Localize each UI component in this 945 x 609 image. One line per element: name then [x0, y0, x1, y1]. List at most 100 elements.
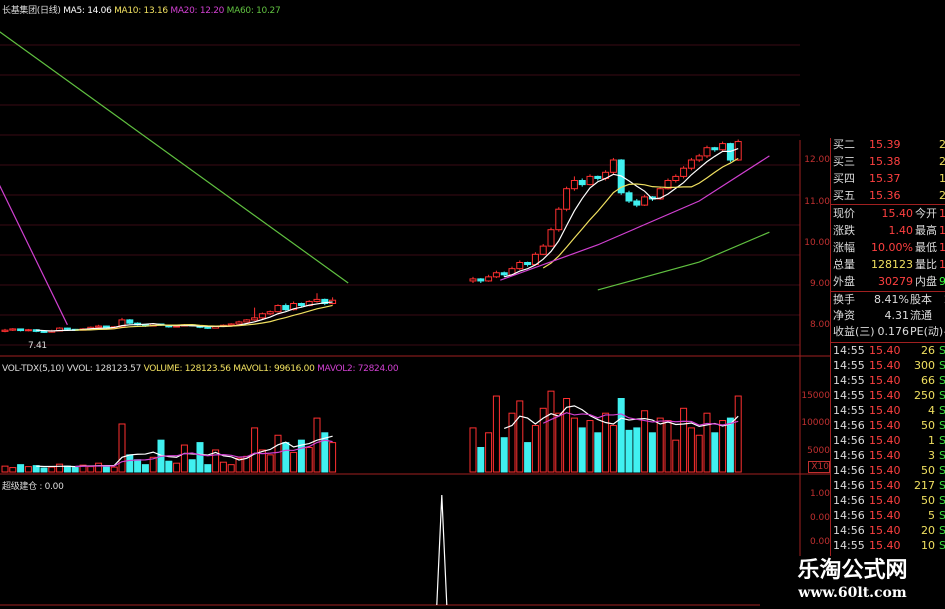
tick-row: 14:55 15.40 66 S	[833, 374, 945, 388]
tick-side: S	[939, 509, 945, 522]
quote-value: 128123	[871, 258, 913, 271]
volume-bar	[188, 459, 196, 473]
candle	[40, 330, 48, 333]
candle	[672, 175, 680, 181]
volume-bar	[110, 466, 118, 473]
tick-row: 14:56 15.40 3 S	[833, 449, 945, 463]
indicator-signal-line	[436, 494, 448, 606]
candle	[1, 329, 9, 332]
quote-row: 涨幅 10.00%最低14.3	[833, 241, 945, 255]
volume-bar	[180, 444, 188, 473]
candle	[570, 180, 578, 190]
quote-label: 外盘	[833, 275, 855, 288]
volume-bar	[563, 398, 571, 473]
finance-value: 8.41%	[874, 293, 909, 306]
min-price-label: 7.41	[28, 341, 47, 351]
tick-price: 15.40	[869, 389, 901, 402]
divider	[831, 342, 945, 343]
volume-label: VOLUME: 128123.56	[143, 364, 231, 374]
candle	[126, 319, 134, 324]
tick-side: S	[939, 344, 945, 357]
volume-bar	[274, 434, 282, 473]
order-level: 买五	[833, 189, 855, 202]
candle	[609, 159, 617, 173]
mavol2-line	[542, 412, 739, 426]
ma10-label: MA10: 13.16	[114, 6, 168, 16]
tick-row: 14:55 15.40 26 S	[833, 344, 945, 358]
candle	[633, 200, 641, 206]
volume-bar	[578, 427, 586, 473]
ma20-line	[500, 155, 770, 281]
tick-time: 14:56	[833, 449, 865, 462]
order-price: 15.36	[869, 189, 901, 202]
tick-time: 14:55	[833, 404, 865, 417]
tick-volume: 50	[921, 494, 935, 507]
indicator-axis-label: 0.00	[809, 513, 830, 523]
tick-time: 14:55	[833, 389, 865, 402]
candle	[719, 143, 727, 151]
quote-label: 今开	[915, 207, 937, 220]
volume-bar	[9, 467, 17, 473]
candle	[711, 147, 719, 151]
candle	[547, 229, 555, 247]
volume-bar	[313, 417, 321, 473]
indicator-axis-label: 0.00	[809, 537, 830, 547]
quote-row: 涨跌 1.40最高15.4	[833, 224, 945, 238]
tick-side: S	[939, 524, 945, 537]
volume-bar	[609, 424, 617, 473]
price-axis-label: 11.00	[804, 197, 830, 207]
price-axis-label: 9.00	[809, 279, 830, 289]
volume-bar	[24, 466, 32, 473]
tick-row: 14:55 15.40 10 S	[833, 539, 945, 553]
candle	[695, 155, 703, 161]
quote-label: 内盘	[915, 275, 937, 288]
candle	[63, 327, 71, 330]
finance-value: 4.31	[884, 309, 910, 322]
tick-volume: 10	[921, 539, 935, 552]
tick-time: 14:56	[833, 509, 865, 522]
quote-value: 1.40	[888, 224, 914, 237]
order-level: 买二	[833, 138, 855, 151]
tick-side: S	[939, 359, 945, 372]
volume-bar	[719, 420, 727, 473]
candle	[500, 272, 508, 276]
ma20-label: MA20: 12.20	[170, 6, 225, 16]
tick-price: 15.40	[869, 509, 901, 522]
tick-price: 15.40	[869, 494, 901, 507]
price-axis-label: 10.00	[804, 238, 830, 248]
volume-bar	[641, 410, 649, 473]
tick-price: 15.40	[869, 434, 901, 447]
quote-value: 14.3	[939, 241, 945, 254]
watermark-url: www.60lt.com	[798, 585, 907, 601]
volume-bar	[531, 424, 539, 473]
price-axis-label: 12.00	[804, 155, 830, 165]
tick-time: 14:56	[833, 434, 865, 447]
quote-value: 14.6	[939, 207, 945, 220]
candle	[118, 319, 126, 328]
candle	[290, 303, 298, 311]
candle	[313, 298, 321, 302]
tick-row: 14:56 15.40 20 S	[833, 524, 945, 538]
indicator-header: 超级建仓 : 0.00	[2, 482, 64, 492]
tick-side: S	[939, 389, 945, 402]
volume-bar	[149, 456, 157, 473]
tick-time: 14:56	[833, 464, 865, 477]
candle	[524, 262, 532, 266]
tick-row: 14:56 15.40 50 S	[833, 464, 945, 478]
volume-bar	[321, 432, 329, 473]
volume-bar	[204, 464, 212, 473]
candle	[516, 262, 524, 270]
mavol1-label: MAVOL1: 99616.00	[233, 364, 315, 374]
candle	[485, 276, 493, 282]
volume-bar	[594, 432, 602, 473]
volume-bar	[672, 439, 680, 473]
volume-bar	[547, 390, 555, 473]
vvol-label: VVOL: 128123.57	[66, 364, 142, 374]
quote-value: 15.40	[881, 207, 914, 220]
candle	[594, 175, 602, 179]
tick-volume: 20	[921, 524, 935, 537]
finance-label: 换手	[833, 293, 855, 306]
volume-bar	[469, 427, 477, 473]
